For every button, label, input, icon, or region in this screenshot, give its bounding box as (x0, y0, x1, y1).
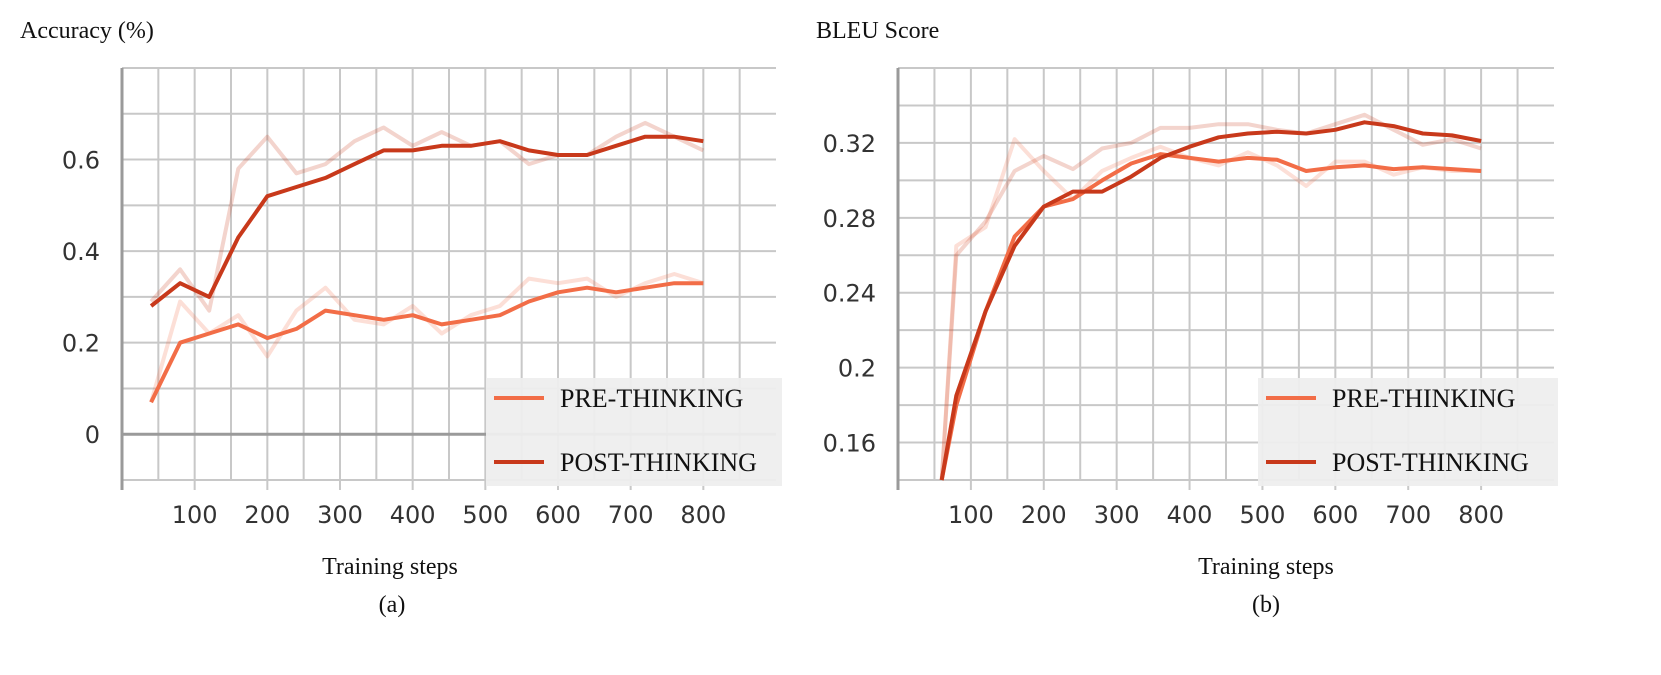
x-axis-title: Training steps (1198, 554, 1334, 580)
legend: PRE-THINKING POST-THINKING (486, 378, 782, 486)
y-tick-label: 0.16 (823, 430, 876, 458)
x-tick-label: 500 (1240, 501, 1286, 529)
x-tick-label: 400 (390, 501, 436, 529)
x-tick-label: 700 (1385, 501, 1431, 529)
x-tick-label: 800 (680, 501, 726, 529)
series-post (939, 112, 1482, 481)
x-tick-label: 500 (462, 501, 508, 529)
series-line-raw (149, 120, 705, 313)
panel-label: (b) (1252, 592, 1280, 618)
x-tick-label: 700 (608, 501, 654, 529)
y-tick-label: 0.4 (62, 238, 100, 266)
x-tick-label: 600 (535, 501, 581, 529)
y-tick-label: 0.6 (62, 147, 100, 175)
chart-panel-b: 100 200 300 400 500 600 700 800 0.16 0.2 0.24 0.28 0… (816, 18, 1558, 618)
y-tick-label: 0.2 (62, 330, 100, 358)
x-tick-label: 200 (1021, 501, 1067, 529)
x-axis-title: Training steps (322, 554, 458, 580)
x-tick-label: 300 (1094, 501, 1140, 529)
series-line-smoothed (149, 134, 704, 308)
y-tick-label: 0.2 (838, 355, 876, 383)
x-tick-label: 800 (1458, 501, 1504, 529)
y-axis-title: Accuracy (%) (20, 18, 154, 44)
y-tick-label: 0.28 (823, 205, 876, 233)
panel-label: (a) (379, 592, 406, 618)
x-tick-label: 400 (1167, 501, 1213, 529)
series-pre (149, 272, 704, 404)
x-tick-label: 600 (1312, 501, 1358, 529)
legend: PRE-THINKING POST-THINKING (1258, 378, 1558, 486)
series-post (149, 120, 705, 313)
series-line-smoothed (939, 120, 1482, 481)
legend-label: POST-THINKING (1332, 448, 1529, 477)
x-tick-label: 100 (172, 501, 218, 529)
series-line-smoothed (939, 152, 1482, 481)
x-tick-label: 200 (244, 501, 290, 529)
legend-label: PRE-THINKING (1332, 384, 1515, 413)
x-tick-label: 300 (317, 501, 363, 529)
legend-label: PRE-THINKING (560, 384, 743, 413)
chart-panel-a: 100 200 300 400 500 600 700 800 0 0.2 0.4 0.6 Accura… (20, 18, 782, 618)
y-tick-label: 0.24 (823, 280, 876, 308)
y-axis-title: BLEU Score (816, 18, 939, 44)
legend-label: POST-THINKING (560, 448, 757, 477)
series-pre (939, 137, 1482, 481)
y-tick-label: 0.32 (823, 130, 876, 158)
series-line-smoothed (149, 281, 704, 404)
y-tick-label: 0 (85, 421, 100, 449)
x-tick-label: 100 (948, 501, 994, 529)
